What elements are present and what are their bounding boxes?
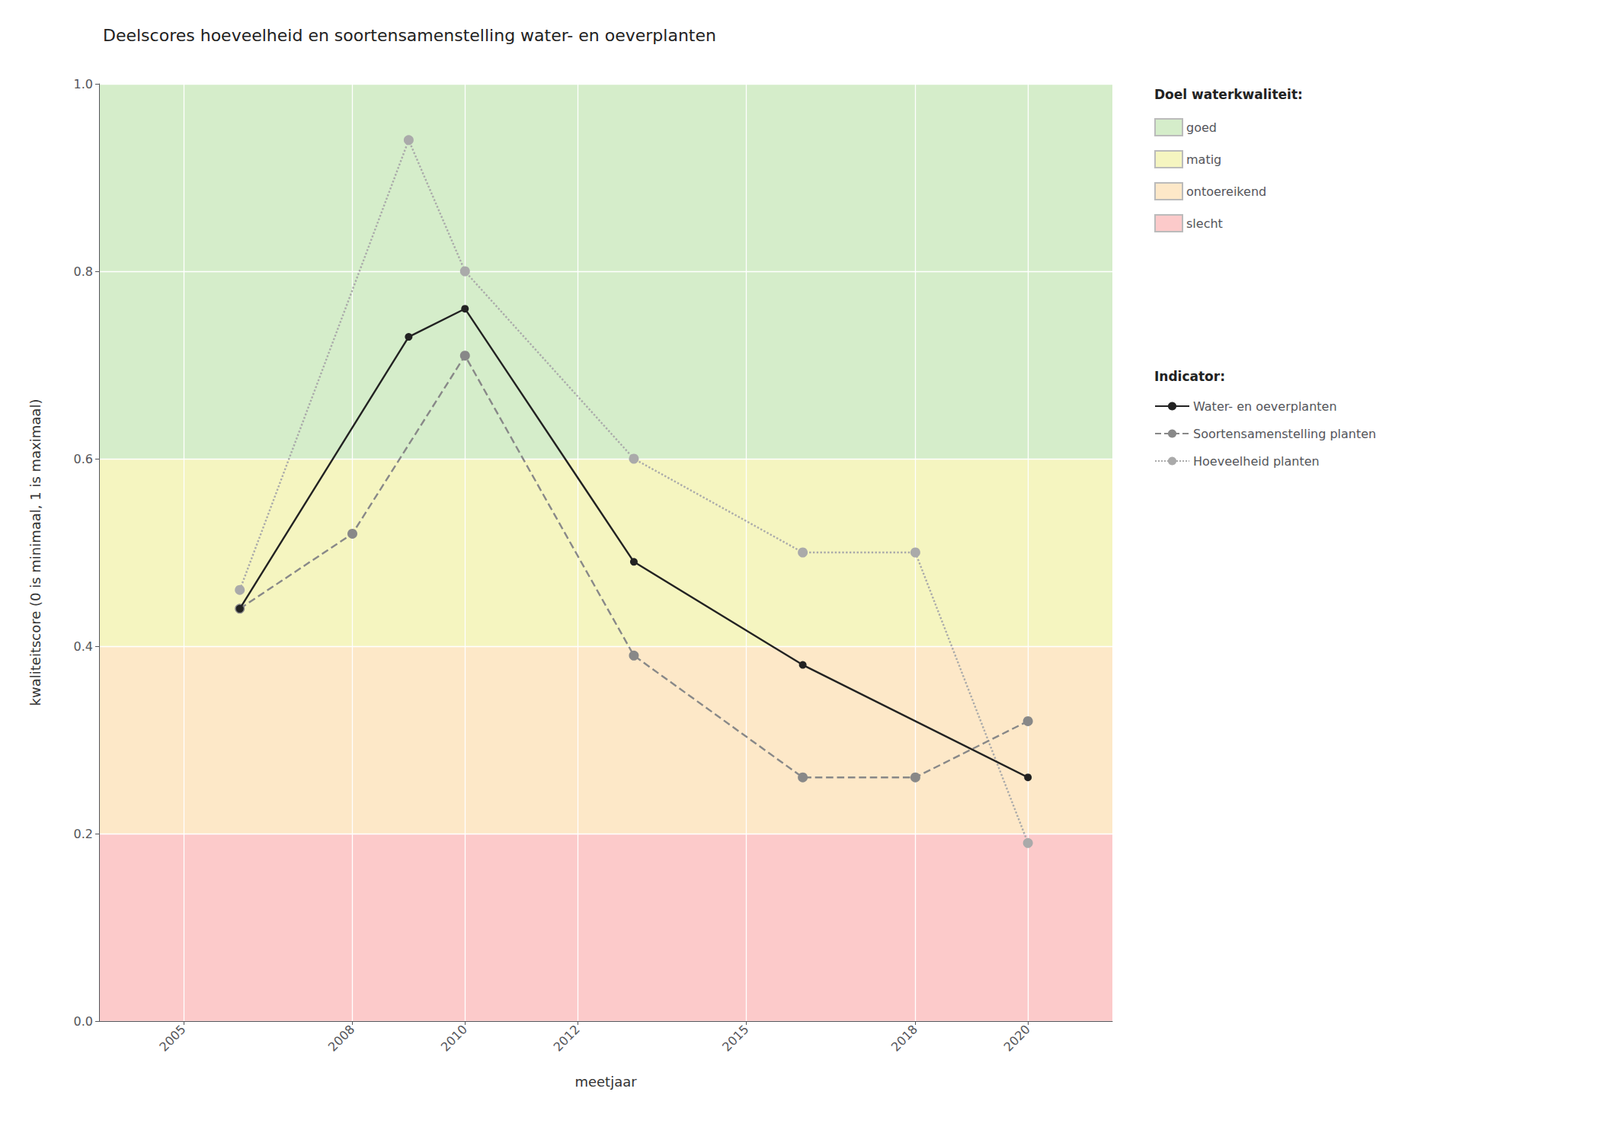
svg-text:2008: 2008	[325, 1021, 358, 1054]
svg-text:2018: 2018	[888, 1021, 921, 1054]
svg-text:2020: 2020	[1001, 1021, 1034, 1054]
svg-text:0.4: 0.4	[73, 639, 93, 654]
svg-text:2012: 2012	[550, 1021, 583, 1054]
svg-text:Hoeveelheid planten: Hoeveelheid planten	[1193, 454, 1320, 469]
svg-text:goed: goed	[1186, 120, 1217, 135]
svg-text:2005: 2005	[156, 1021, 189, 1054]
svg-text:meetjaar: meetjaar	[574, 1073, 637, 1090]
svg-text:0.8: 0.8	[73, 264, 93, 279]
svg-text:ontoereikend: ontoereikend	[1186, 184, 1267, 199]
svg-text:2015: 2015	[719, 1021, 752, 1054]
svg-text:0.2: 0.2	[73, 826, 93, 842]
svg-text:1.0: 1.0	[73, 76, 93, 92]
svg-text:Soortensamenstelling planten: Soortensamenstelling planten	[1193, 426, 1376, 442]
svg-text:0.6: 0.6	[73, 451, 93, 467]
svg-text:Deelscores hoeveelheid en soor: Deelscores hoeveelheid en soortensamenst…	[102, 25, 717, 45]
svg-text:Doel waterkwaliteit:: Doel waterkwaliteit:	[1154, 86, 1303, 103]
svg-text:2010: 2010	[438, 1021, 471, 1054]
svg-text:kwaliteitscore (0 is minimaal,: kwaliteitscore (0 is minimaal, 1 is maxi…	[27, 399, 44, 707]
svg-text:slecht: slecht	[1186, 216, 1223, 231]
svg-text:matig: matig	[1186, 152, 1222, 167]
svg-text:Indicator:: Indicator:	[1154, 368, 1226, 384]
svg-text:0.0: 0.0	[73, 1014, 93, 1029]
svg-text:Water- en oeverplanten: Water- en oeverplanten	[1193, 399, 1338, 414]
